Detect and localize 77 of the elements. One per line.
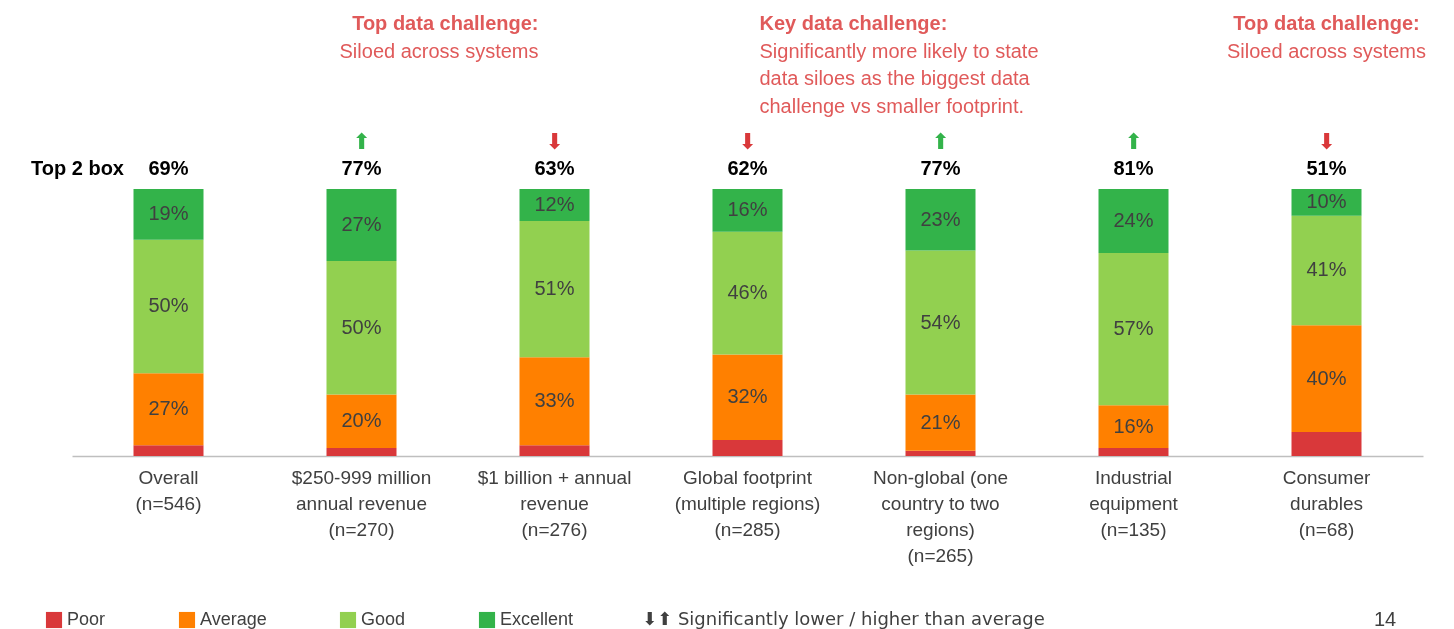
bar <box>133 239 204 374</box>
bar <box>712 231 783 355</box>
bar <box>1098 253 1169 406</box>
text: 51% <box>1306 157 1347 179</box>
x-tick-label: Overall (n=546) <box>135 466 202 514</box>
text: ⬆ <box>1124 129 1143 154</box>
data-label: 19% <box>148 202 189 225</box>
text: 81% <box>1113 157 1154 179</box>
text: 77% <box>341 157 382 179</box>
bar <box>1098 405 1169 448</box>
x-tick-label: Industrial equipment (n=135) <box>1089 466 1179 540</box>
data-label: 12% <box>534 193 575 216</box>
x-tick-label: Consumer durables (n=68) <box>1282 466 1371 540</box>
text: ⬆ <box>931 129 950 154</box>
bar <box>326 394 397 448</box>
bar <box>1098 447 1169 456</box>
data-label: 51% <box>534 277 575 300</box>
bar <box>519 445 590 456</box>
data-label: 33% <box>534 389 575 412</box>
x-tick-label: Global footprint (multiple regions) (n=285) <box>674 466 821 540</box>
bar <box>712 189 783 232</box>
data-label: 20% <box>341 409 382 432</box>
legend-label: Poor <box>67 609 106 629</box>
bar <box>133 373 204 446</box>
text: 14 <box>1373 608 1397 629</box>
text: Top data challenge: Siloed across systems <box>339 12 539 62</box>
bar <box>519 357 590 446</box>
bar <box>1291 325 1362 432</box>
bar <box>133 189 204 240</box>
data-label: 50% <box>148 294 189 317</box>
legend-label: Good <box>361 609 406 629</box>
text: ⬆ <box>352 129 371 154</box>
bar <box>905 394 976 451</box>
text: ⬇⬆ Significantly lower / higher than average <box>642 608 1045 629</box>
bar <box>519 221 590 358</box>
x-tick-label: $250-999 million annual revenue (n=270) <box>291 466 432 540</box>
text: 69% <box>148 157 189 179</box>
text: ⬇ <box>738 129 757 154</box>
data-label: 16% <box>727 198 768 221</box>
data-label: 10% <box>1306 190 1347 213</box>
data-label: 23% <box>920 207 961 230</box>
bar <box>326 261 397 395</box>
text: Key data challenge: Significantly more likely to state data siloes as the biggest data challenge vs smaller footprint. <box>759 12 1039 117</box>
x-tick-label: $1 billion + annual revenue (n=276) <box>477 466 632 540</box>
data-label: 54% <box>920 310 961 333</box>
bar <box>1291 215 1362 326</box>
bar <box>712 439 783 456</box>
data-label: 21% <box>920 410 961 433</box>
text: Top data challenge: Siloed across systems <box>1227 12 1426 62</box>
bar <box>326 447 397 456</box>
data-label: 16% <box>1113 414 1154 437</box>
text: 62% <box>727 157 768 179</box>
bar <box>905 189 976 251</box>
data-label: 41% <box>1306 258 1347 281</box>
bar <box>1291 431 1362 456</box>
text: ⬇ <box>1317 129 1336 154</box>
text: 63% <box>534 157 575 179</box>
text: ⬇ <box>545 129 564 154</box>
bar <box>133 445 204 456</box>
bar <box>1098 189 1169 254</box>
data-label: 32% <box>727 385 768 408</box>
bar <box>905 450 976 456</box>
data-label: 50% <box>341 315 382 338</box>
data-label: 40% <box>1306 366 1347 389</box>
data-label: 24% <box>1113 209 1154 232</box>
data-label: 27% <box>148 397 189 420</box>
legend-label: Excellent <box>500 609 574 629</box>
legend-label: Average <box>200 609 267 629</box>
text: Top 2 box <box>31 157 124 179</box>
data-label: 46% <box>727 281 768 304</box>
bar <box>905 250 976 395</box>
data-label: 27% <box>341 213 382 236</box>
x-tick-label: Non-global (one country to two regions) (n=265) <box>872 466 1009 566</box>
bar <box>712 354 783 440</box>
text: 77% <box>920 157 961 179</box>
data-label: 57% <box>1113 317 1154 340</box>
bar <box>326 189 397 262</box>
